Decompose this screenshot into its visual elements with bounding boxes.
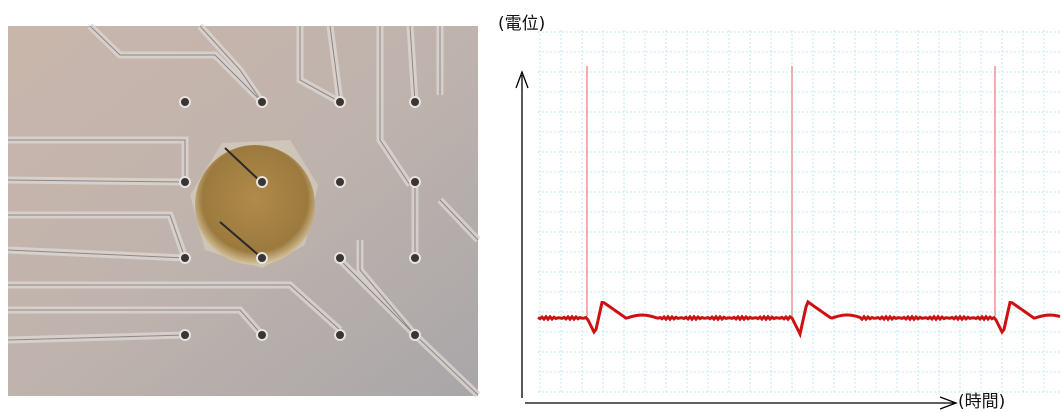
electrode-line <box>379 26 411 186</box>
electrode-pad <box>256 96 268 108</box>
electrode-pad <box>256 252 268 264</box>
electrode-line <box>8 139 186 182</box>
electrode-line <box>199 25 263 103</box>
electrode-line <box>329 25 341 103</box>
electrode-pad <box>409 252 421 264</box>
electrode-line <box>7 249 186 259</box>
x-axis-arrow <box>939 396 958 410</box>
electrode-pad <box>256 176 268 188</box>
x-axis-label: (時間) <box>958 392 1005 412</box>
electrode-pad <box>256 329 268 341</box>
electrode-pad <box>409 176 421 188</box>
electrode-pad <box>179 252 191 264</box>
microscope-photo <box>7 23 481 398</box>
electrode-pad <box>334 176 346 188</box>
electrode-pad <box>409 96 421 108</box>
grid <box>538 30 1061 393</box>
spikes <box>586 66 996 316</box>
electrode-line <box>8 214 186 259</box>
electrode-line <box>7 334 186 341</box>
electrode-line <box>439 199 479 241</box>
electrode-line <box>409 25 416 103</box>
signal-trace <box>537 299 1061 339</box>
electrode-pad <box>334 252 346 264</box>
electrode-line <box>339 259 479 396</box>
y-axis-arrow <box>515 70 529 89</box>
electrode-line <box>8 284 341 331</box>
electrode-pad <box>179 96 191 108</box>
electrode-pad <box>334 96 346 108</box>
electrode-line <box>7 179 186 183</box>
electrode-line <box>8 309 263 336</box>
electrode-pad <box>334 329 346 341</box>
electrode-pad <box>409 329 421 341</box>
electrode-pad <box>179 329 191 341</box>
electrode-line <box>359 240 416 336</box>
y-axis-label: (電位) <box>498 14 545 34</box>
electrode-line <box>89 25 263 103</box>
electrode-line <box>299 26 341 103</box>
electrode-pad <box>179 176 191 188</box>
